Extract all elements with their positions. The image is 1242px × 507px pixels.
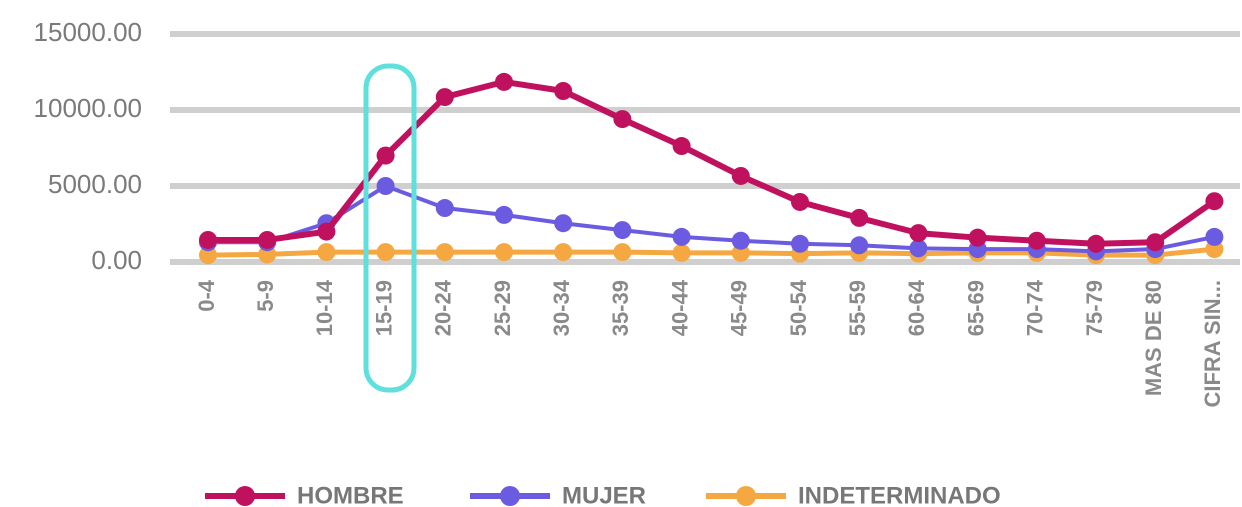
highlight: [363, 63, 417, 393]
data-point: [495, 205, 513, 224]
data-point: [613, 221, 632, 240]
data-point: [435, 199, 454, 218]
legend: HOMBRE MUJER INDETERMINADO: [205, 482, 1001, 507]
x-tick-label: 15-19: [371, 280, 396, 336]
x-tick-label: 45-49: [727, 280, 752, 336]
data-point: [731, 231, 750, 250]
x-tick-label: 20-24: [431, 279, 456, 336]
data-point: [435, 88, 454, 107]
data-point: [850, 236, 869, 255]
x-tick-label: 75-79: [1082, 280, 1107, 336]
x-tick-label: CIFRA SIN...: [1200, 280, 1225, 408]
x-tick-label: 40-44: [667, 279, 692, 336]
data-point: [1027, 231, 1046, 250]
data-point: [199, 246, 217, 265]
data-point: [613, 243, 632, 262]
y-tick-label: 0.00: [91, 245, 142, 275]
data-point: [909, 239, 928, 258]
series-line: [207, 246, 1215, 258]
data-point: [1205, 192, 1224, 211]
data-point: [199, 230, 217, 249]
data-point: [1146, 233, 1165, 252]
data-point: [672, 227, 691, 246]
plot: [199, 72, 1224, 265]
data-point: [376, 146, 395, 165]
data-point: [317, 243, 336, 262]
legend-marker: [736, 486, 756, 506]
data-point: [968, 228, 987, 247]
data-point: [554, 82, 573, 100]
x-tick-label: 0-4: [194, 279, 219, 312]
x-tick-label: 25-29: [490, 280, 515, 336]
grid: [170, 31, 1240, 265]
data-point: [495, 72, 513, 91]
x-tick-label: 65-69: [963, 280, 988, 336]
data-point: [554, 214, 573, 233]
x-tick-label: 30-34: [549, 279, 574, 336]
x-tick-label: MAS DE 80: [1141, 280, 1166, 396]
legend-label: HOMBRE: [297, 482, 404, 507]
data-point: [376, 177, 395, 195]
x-tick-label: 35-39: [608, 280, 633, 336]
x-tick-label: 5-9: [253, 280, 278, 312]
y-tick-label: 15000.00: [34, 17, 142, 47]
data-point: [376, 243, 395, 262]
y-tick-label: 10000.00: [34, 93, 142, 123]
data-point: [435, 243, 454, 262]
labels: 0.00 5000.00 10000.00 15000.00 0-4 5-9 10-14 15…: [34, 17, 1226, 408]
data-point: [258, 230, 277, 249]
x-tick-label: 70-74: [1023, 279, 1048, 336]
series-line: [208, 184, 1215, 254]
data-point: [731, 166, 750, 185]
legend-marker: [500, 486, 520, 506]
x-tick-label: 60-64: [904, 279, 929, 336]
data-point: [495, 243, 513, 262]
legend-label: MUJER: [562, 482, 646, 507]
data-point: [1087, 234, 1105, 253]
data-point: [672, 137, 691, 156]
data-point: [613, 110, 632, 129]
data-point: [672, 243, 691, 262]
data-point: [791, 192, 809, 211]
data-point: [1205, 227, 1224, 246]
x-tick-label: 10-14: [312, 279, 337, 336]
x-tick-label: 55-59: [845, 280, 870, 336]
y-tick-label: 5000.00: [48, 169, 142, 199]
legend-marker: [235, 486, 255, 506]
x-tick-label: 50-54: [786, 279, 811, 336]
data-point: [791, 234, 809, 253]
legend-label: INDETERMINADO: [798, 482, 1001, 507]
data-point: [317, 222, 336, 241]
data-point: [554, 243, 573, 262]
data-point: [909, 224, 928, 243]
series-line: [208, 78, 1217, 247]
data-point: [850, 208, 869, 227]
